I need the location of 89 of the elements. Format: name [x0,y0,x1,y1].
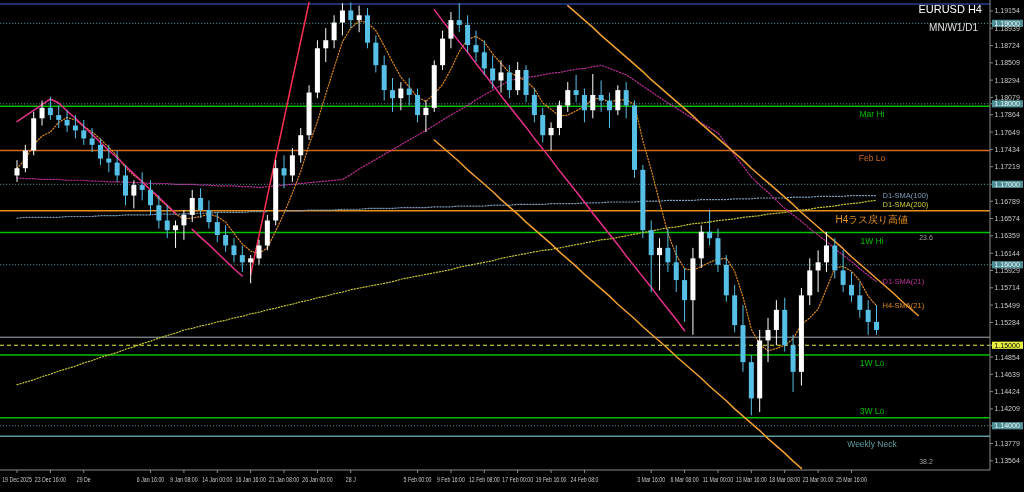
ref-line-label: Weekly Neck [847,439,898,450]
line-series [16,64,878,283]
candlestick [465,14,471,53]
ref-line-label: 1W Hi [860,235,884,246]
candlestick [415,88,421,123]
candlestick [398,81,404,111]
candlestick [473,30,479,63]
candlestick [623,81,629,119]
candlestick [456,2,462,33]
candlestick [673,244,679,293]
candlestick [106,144,112,173]
candlestick [848,271,854,303]
line-series [433,139,803,470]
candlestick [64,109,70,133]
candlestick [47,96,53,121]
text: MN/W1/D1 [929,22,979,33]
candlestick [598,79,604,113]
candlestick [373,34,379,73]
candlestick [481,39,487,76]
candlestick [506,64,512,99]
candlestick [281,154,287,189]
candlestick [540,107,546,143]
candlestick [289,147,295,183]
candlestick [515,61,521,96]
candlestick [156,195,162,230]
ref-line-label: 3W Lo [859,405,885,416]
candlestick [657,237,663,292]
candlestick [139,171,145,201]
candlestick [531,88,537,123]
candlestick [14,159,20,183]
candlestick [606,92,612,129]
candlestick [39,100,45,127]
candlestick [573,74,579,103]
candlestick [423,100,429,133]
candlestick [56,104,62,129]
candlestick [97,137,103,166]
candlestick [223,224,229,253]
candlestick [339,2,345,36]
candlestick [331,14,337,49]
ref-line-label: Mar Hi [859,109,885,120]
candlestick [590,73,596,119]
candlestick [114,150,120,183]
ref-line-label: H4ラス戻り高値 [835,214,909,226]
candlestick [490,55,496,90]
candlestick [556,100,562,136]
chart-title: EURUSD H4 [918,3,982,15]
candlestick [765,317,771,363]
candlestick [148,179,154,216]
candlestick [256,239,262,266]
candlestick [206,199,212,230]
candlestick [857,281,863,319]
candlestick [448,11,454,49]
ref-line-label: Feb Lo [858,153,886,164]
ref-line-label: 1W Lo [859,357,885,368]
candlestick [22,144,28,173]
candlestick [248,254,254,284]
candlestick [356,5,362,33]
candlestick [390,77,396,113]
candlestick [707,209,713,246]
candlestick [581,88,587,123]
candlestick [773,299,779,346]
candlestick [348,1,354,29]
candlestick [665,228,671,273]
candlestick [548,121,554,151]
candlestick [173,220,179,249]
candlestick [823,231,829,273]
candlestick [298,127,304,164]
candlestick [682,267,688,323]
candlestick [865,299,871,336]
candlestick [239,244,245,273]
line-series [249,1,310,276]
candlestick [874,304,880,336]
candlestick [198,187,204,219]
candlestick [231,237,237,263]
candlestick [615,84,621,116]
candlestick [131,179,137,209]
candlestick [89,127,95,153]
candlestick [214,211,220,243]
candlestick [498,59,504,94]
candlestick [323,27,329,63]
candlestick [565,81,571,113]
candlestick [164,204,170,239]
candlestick [406,77,412,106]
candlestick [122,164,128,206]
candlestick [815,249,821,293]
candlestick [189,189,195,223]
candlestick [181,209,187,241]
candlestick [81,119,87,146]
candlestick [840,249,846,293]
